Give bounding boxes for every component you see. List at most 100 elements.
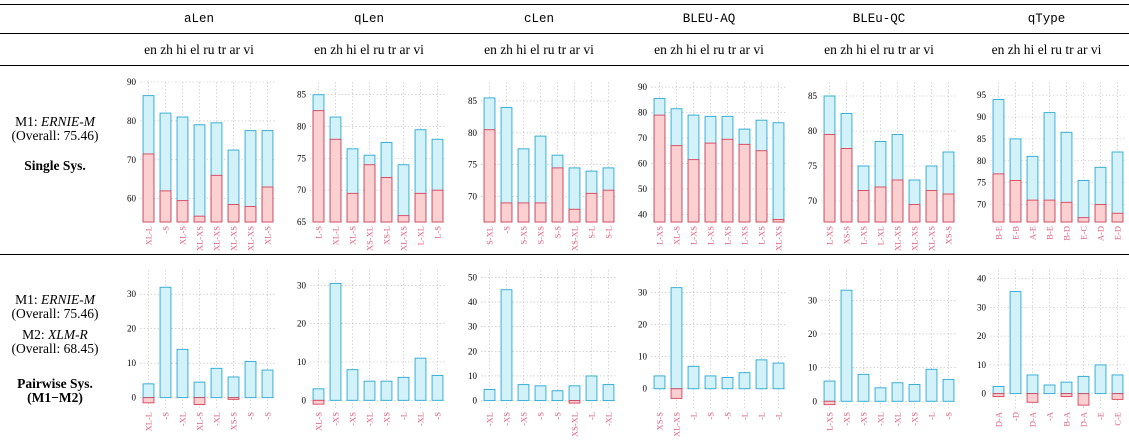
chart-single-5: 70 75 80 85 90 95 B-E E-B A-E B-E B-D E-C A-D E-D [977,82,1126,241]
bar-m2-1 [329,138,342,223]
y-tick-label: 20 [127,324,137,334]
y-tick-label: 90 [977,112,987,122]
bar-m1-3 [363,380,376,401]
bar-m2-5 [908,204,921,223]
x-tick-label: -A [1045,411,1055,421]
chart-pairwise-8: 0 10 20 30 40 50 -XL -XS -XS -S -S XS-XL -L -XL [468,270,617,437]
bar-m2-4 [551,167,564,223]
bar-m1-6 [925,368,938,402]
column-header-clen: cLen [523,12,554,26]
bar-m1-3 [534,385,547,402]
bar-m1-6 [755,359,768,390]
bar-m1-7 [261,369,274,399]
chart-single-1: 65 70 75 80 85 L-S XL-L XL-S XS-XL XS-L XL-XS L-XL L… [297,82,446,251]
bar-m2-5 [227,204,240,223]
y-tick-label: 10 [808,363,818,373]
y-tick-label: 60 [127,194,137,204]
x-tick-label: -XS [910,412,920,426]
bar-m1-1 [329,282,342,401]
x-tick-label: XL-XS [195,226,205,251]
y-tick-label: 80 [468,128,478,138]
x-tick-label: S-S [553,226,563,239]
bar-m2-0 [823,134,836,223]
y-tick-label: 30 [468,322,478,332]
single-model-name: ERNIE-M [40,114,95,129]
x-tick-label: XS-S [229,412,239,431]
x-tick-label: -D [1011,412,1021,421]
bar-m2-1 [1009,179,1022,223]
chart-pairwise-11: 0 10 20 30 40 D-A -D D-A -A B-A D-A -E C-E [977,270,1126,427]
bar-m1-6 [585,375,598,402]
bar-m2-7 [431,189,444,223]
x-tick-label: -S [723,412,733,420]
x-tick-label: -XS [331,412,341,426]
bar-m1-5 [1077,179,1090,223]
bar-m1-2 [176,348,189,399]
column-header-alen: aLen [183,12,214,26]
y-tick-label: 0 [813,396,818,406]
bar-m2-2 [176,200,189,223]
x-tick-label: -XS [842,412,852,426]
y-tick-label: 95 [977,90,987,100]
bar-m2-4 [1060,393,1073,397]
pairwise-title-line1: Pairwise Sys. [17,376,93,391]
x-tick-label: -S [502,226,512,234]
languages-qlen: en zh hi el ru tr ar vi [314,42,424,57]
bar-m1-2 [1026,374,1039,395]
bar-m2-2 [517,202,530,223]
chart-single-3: 40 50 60 70 80 90 L-XS XL-S L-XS L-XS L-XS L-XS L-XS… [638,82,787,251]
bar-m1-4 [210,367,223,399]
y-tick-label: 50 [468,272,478,282]
chart-pairwise-6: 0 10 20 30 XL-L -S -XL XL-S -XL XS-S -S -S [127,270,276,431]
bar-m2-5 [1077,217,1090,223]
y-tick-label: 80 [638,108,648,118]
bar-m2-3 [534,202,547,223]
bar-m2-1 [840,148,853,223]
x-tick-label: XS-S [842,226,852,245]
x-tick-label: XL-S [314,412,324,431]
x-tick-label: L-XS [740,226,750,245]
y-tick-label: 90 [127,77,137,87]
bar-m2-5 [738,143,751,223]
bar-m1-6 [244,360,257,399]
x-tick-label: XL-XS [910,226,920,251]
y-tick-label: 75 [808,161,818,171]
bar-m2-6 [1094,204,1107,223]
bar-m1-7 [1111,374,1124,395]
chart-pairwise-9: 0 10 20 30 XS-S XL-XS -L -S -S -L -L -L [638,270,787,437]
bar-m1-0 [142,383,155,399]
x-tick-label: -XS [348,412,358,426]
x-tick-label: XL-XS [893,226,903,251]
bar-m2-0 [992,393,1005,397]
x-tick-label: -XL [365,412,375,426]
x-tick-label: XS-XL [365,226,375,251]
y-tick-label: 70 [808,196,818,206]
x-tick-label: XL-XS [246,226,256,251]
x-tick-label: XL-S [178,226,188,245]
x-tick-label: -L [757,412,767,420]
bar-m1-3 [193,124,206,223]
x-tick-label: B-D [1062,226,1072,241]
y-tick-label: 70 [977,200,987,210]
y-tick-label: 60 [638,158,648,168]
x-tick-label: -XL [604,412,614,426]
bar-m2-0 [142,397,155,404]
x-tick-label: -XS [859,412,869,426]
column-header-bleu-qc: BLEu-QC [852,12,906,26]
y-tick-label: 70 [127,155,137,165]
bar-m1-5 [227,376,240,399]
y-tick-label: 20 [977,331,987,341]
bar-m1-7 [431,374,444,401]
x-tick-label: D-A [1079,411,1089,427]
x-tick-label: XL-XS [672,412,682,437]
y-tick-label: 80 [808,126,818,136]
y-tick-label: 85 [297,90,307,100]
x-tick-label: -S [536,412,546,420]
x-tick-label: L-XS [859,226,869,245]
bar-m2-3 [363,164,376,223]
x-tick-label: -XL [485,412,495,426]
bar-m1-5 [738,372,751,390]
languages-bleu-aq: en zh hi el ru tr ar vi [654,42,764,57]
x-tick-label: -XS [519,412,529,426]
y-tick-label: 10 [638,352,648,362]
